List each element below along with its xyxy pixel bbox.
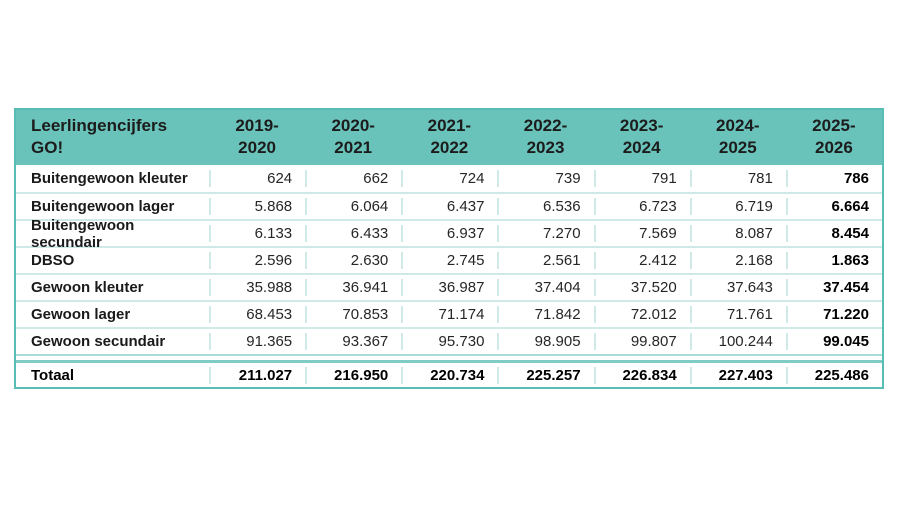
cell-value: 8.087	[689, 225, 786, 243]
total-value: 227.403	[689, 366, 786, 384]
cell-value: 6.433	[305, 225, 401, 243]
total-label: Totaal	[31, 366, 75, 384]
cell-value: 35.988	[209, 279, 305, 297]
cell-value: 37.520	[593, 279, 690, 297]
cell-value: 37.454	[785, 279, 882, 297]
cell-value: 37.404	[497, 279, 593, 297]
cell-value: 1.863	[785, 252, 882, 270]
table-row: Gewoon secundair 91.365 93.367 95.730 98.905…	[16, 327, 882, 354]
table-row: DBSO 2.596 2.630 2.745 2.561 2.412 2.168 1.863	[16, 246, 882, 273]
total-value: 226.834	[593, 366, 690, 384]
cell-value: 2.596	[209, 252, 305, 270]
cell-value: 6.937	[401, 225, 497, 243]
cell-value: 6.536	[497, 198, 593, 216]
row-label: DBSO	[31, 252, 75, 270]
cell-value: 98.905	[497, 333, 593, 351]
table-row: Buitengewoon kleuter 624 662 724 739 791 781 78…	[16, 165, 882, 192]
table-row: Gewoon lager 68.453 70.853 71.174 71.842 72.0…	[16, 300, 882, 327]
cell-value: 2.412	[593, 252, 690, 270]
cell-value: 6.133	[209, 225, 305, 243]
cell-value: 8.454	[785, 225, 882, 243]
total-value: 225.486	[785, 366, 882, 384]
row-label: Buitengewoon lager	[31, 198, 175, 216]
column-header-1: 2020- 2021	[331, 116, 375, 158]
cell-value: 6.064	[305, 198, 401, 216]
row-label: Gewoon lager	[31, 306, 131, 324]
cell-value: 71.220	[785, 306, 882, 324]
column-header-4: 2023- 2024	[619, 116, 664, 158]
cell-value: 2.168	[689, 252, 786, 270]
cell-value: 2.630	[305, 252, 401, 270]
cell-value: 662	[305, 170, 401, 188]
cell-value: 6.723	[593, 198, 690, 216]
table-row: Buitengewoon lager 5.868 6.064 6.437 6.536 6.…	[16, 192, 882, 219]
row-label: Buitengewoon secundair	[31, 216, 135, 251]
cell-value: 99.045	[785, 333, 882, 351]
cell-value: 70.853	[305, 306, 401, 324]
cell-value: 99.807	[593, 333, 690, 351]
cell-value: 71.761	[689, 306, 786, 324]
cell-value: 6.437	[401, 198, 497, 216]
cell-value: 7.569	[593, 225, 690, 243]
row-label: Buitengewoon kleuter	[31, 170, 188, 188]
cell-value: 6.719	[689, 198, 786, 216]
table-total-row: Totaal 211.027 216.950 220.734 225.257 226.83…	[16, 360, 882, 387]
table-header-row: Leerlingencijfers GO! 2019- 2020 2020- 202…	[16, 110, 882, 166]
table-title: Leerlingencijfers GO!	[31, 116, 168, 158]
column-header-6: 2025- 2026	[812, 116, 856, 158]
leerlingencijfers-table: Leerlingencijfers GO! 2019- 2020 2020- 202…	[14, 108, 884, 390]
column-header-2: 2021- 2022	[427, 116, 472, 158]
cell-value: 36.987	[401, 279, 497, 297]
cell-value: 786	[785, 170, 882, 188]
total-value: 211.027	[209, 366, 305, 384]
cell-value: 37.643	[689, 279, 786, 297]
cell-value: 781	[689, 170, 786, 188]
cell-value: 791	[593, 170, 690, 188]
cell-value: 71.174	[401, 306, 497, 324]
cell-value: 100.244	[689, 333, 786, 351]
table-row: Gewoon kleuter 35.988 36.941 36.987 37.404 37…	[16, 273, 882, 300]
cell-value: 724	[401, 170, 497, 188]
total-value: 225.257	[497, 366, 593, 384]
row-label: Gewoon kleuter	[31, 279, 144, 297]
cell-value: 7.270	[497, 225, 593, 243]
total-value: 216.950	[305, 366, 401, 384]
cell-value: 93.367	[305, 333, 401, 351]
cell-value: 624	[209, 170, 305, 188]
cell-value: 2.561	[497, 252, 593, 270]
cell-value: 95.730	[401, 333, 497, 351]
row-label: Gewoon secundair	[31, 333, 166, 351]
column-header-5: 2024- 2025	[716, 116, 760, 158]
table-body: Buitengewoon kleuter 624 662 724 739 791 781 78…	[16, 165, 882, 357]
cell-value: 2.745	[401, 252, 497, 270]
cell-value: 36.941	[305, 279, 401, 297]
column-header-3: 2022- 2023	[523, 116, 568, 158]
cell-value: 91.365	[209, 333, 305, 351]
cell-value: 739	[497, 170, 593, 188]
total-value: 220.734	[401, 366, 497, 384]
cell-value: 72.012	[593, 306, 690, 324]
cell-value: 6.664	[785, 198, 882, 216]
table-row: Buitengewoon secundair 6.133 6.433 6.937 7.2…	[16, 217, 882, 251]
column-header-0: 2019- 2020	[235, 116, 279, 158]
cell-value: 5.868	[209, 198, 305, 216]
cell-value: 68.453	[209, 306, 305, 324]
cell-value: 71.842	[497, 306, 593, 324]
